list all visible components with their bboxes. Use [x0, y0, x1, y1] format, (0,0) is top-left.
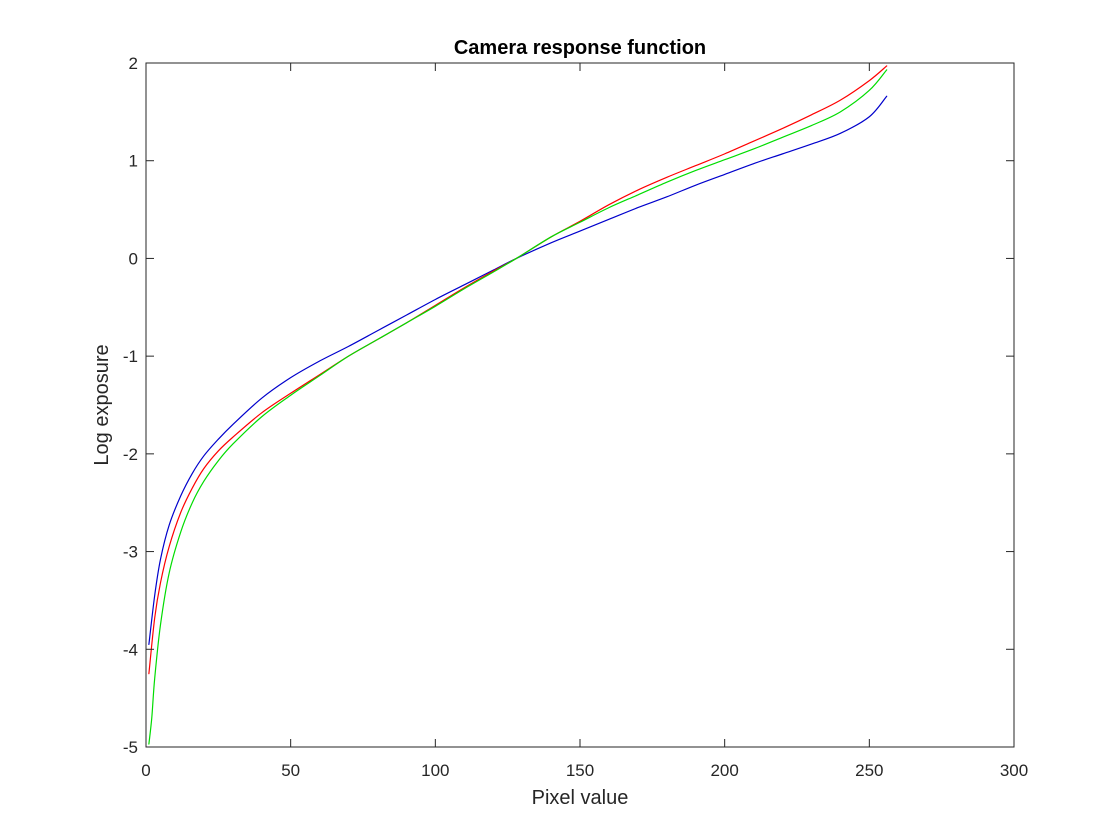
plot-area	[146, 63, 1014, 747]
series-layer	[148, 65, 888, 745]
y-tick-label: 1	[129, 152, 138, 171]
x-tick-label: 150	[566, 761, 594, 780]
x-tick-label: 50	[281, 761, 300, 780]
x-tick-label: 200	[710, 761, 738, 780]
y-tick-label: -1	[123, 347, 138, 366]
x-tick-label: 0	[141, 761, 150, 780]
y-tick-label: -3	[123, 543, 138, 562]
x-tick-label: 300	[1000, 761, 1028, 780]
series-line-1	[148, 69, 888, 745]
y-axis-ticks: 2 1 0 -1 -2 -3 -4 -5	[123, 54, 1014, 757]
y-tick-label: -2	[123, 445, 138, 464]
x-axis-ticks: 0 50 100 150 200 250 300	[141, 63, 1028, 780]
y-tick-label: -5	[123, 738, 138, 757]
series-line-2	[148, 95, 888, 645]
x-tick-label: 100	[421, 761, 449, 780]
y-tick-label: 0	[129, 249, 138, 268]
chart-title: Camera response function	[454, 37, 706, 59]
y-tick-label: -4	[123, 640, 138, 659]
x-axis-label: Pixel value	[532, 787, 629, 809]
x-tick-label: 250	[855, 761, 883, 780]
y-tick-label: 2	[129, 54, 138, 73]
y-axis-label: Log exposure	[91, 344, 113, 465]
series-line-0	[148, 65, 888, 675]
